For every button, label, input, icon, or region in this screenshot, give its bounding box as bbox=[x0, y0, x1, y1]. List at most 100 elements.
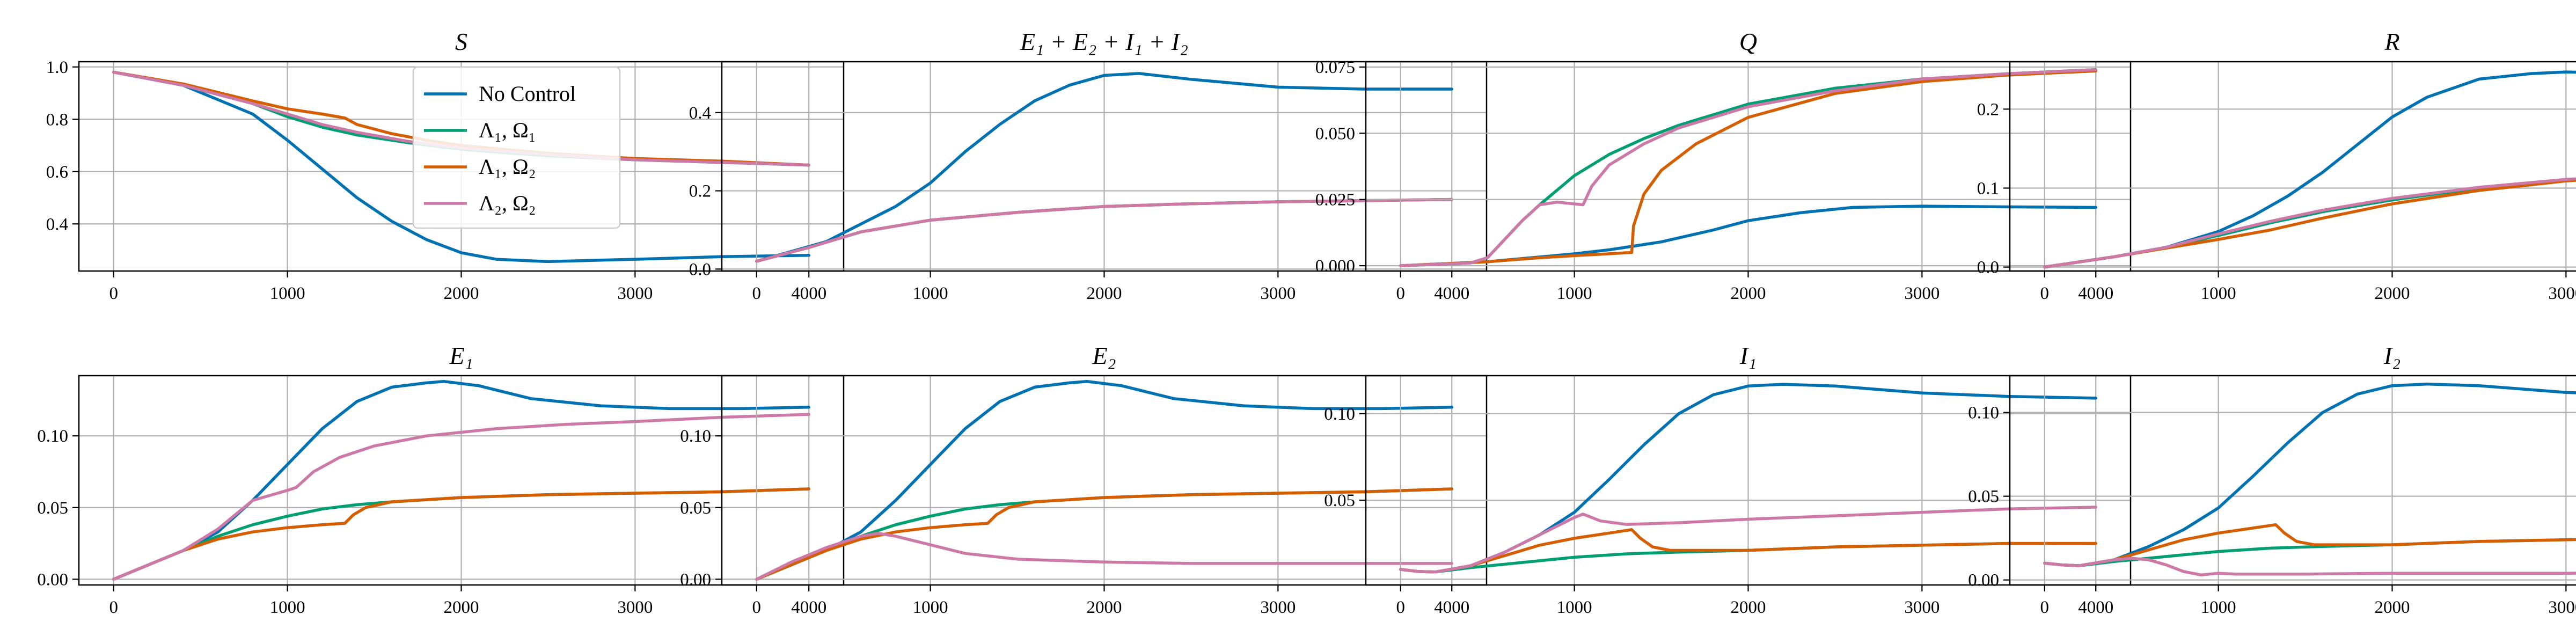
x-tick-label: 2000 bbox=[2375, 598, 2410, 617]
subplot-1: 0 1000 2000 3000 4000 0.4 0.6 0.8 1.0 S No Control… bbox=[46, 28, 845, 303]
x-tick-label: 0 bbox=[109, 284, 119, 303]
y-tick-label: 0.00 bbox=[37, 570, 68, 589]
y-tick-label: 0.075 bbox=[1315, 58, 1355, 77]
x-tick-label: 4000 bbox=[1434, 284, 1469, 303]
x-tick-label: 1000 bbox=[913, 284, 948, 303]
y-tick-label: 0.025 bbox=[1315, 191, 1355, 210]
y-tick-label: 0.05 bbox=[37, 499, 68, 518]
subplot-title: Q bbox=[1739, 28, 1757, 55]
legend-label: Λ₂, Ω₂ bbox=[479, 191, 536, 215]
x-tick-label: 4000 bbox=[791, 598, 826, 617]
y-tick-label: 0.2 bbox=[689, 182, 711, 201]
series-line-4 bbox=[1399, 68, 2097, 267]
series-line-3 bbox=[1399, 69, 2097, 267]
axes-frame bbox=[2009, 61, 2576, 272]
x-tick-label: 4000 bbox=[2078, 284, 2113, 303]
x-tick-label: 3000 bbox=[1260, 598, 1296, 617]
x-tick-label: 4000 bbox=[1434, 598, 1469, 617]
y-tick-label: 0.10 bbox=[680, 427, 711, 446]
subplot-4: 0 1000 2000 3000 4000 0.0 0.1 0.2 R bbox=[1977, 28, 2576, 303]
y-tick-label: 0.05 bbox=[1324, 491, 1355, 510]
axes-frame bbox=[78, 375, 845, 586]
series-line-1 bbox=[755, 72, 1453, 263]
series-line-1 bbox=[2043, 382, 2576, 567]
series-line-4 bbox=[755, 532, 1453, 581]
series-line-4 bbox=[112, 413, 810, 581]
x-tick-label: 2000 bbox=[444, 284, 479, 303]
y-tick-label: 0.0 bbox=[689, 260, 711, 279]
axes-frame bbox=[2009, 375, 2576, 586]
y-tick-label: 0.000 bbox=[1315, 257, 1355, 276]
subplot-title: E₂ bbox=[1092, 342, 1116, 369]
subplot-title: S bbox=[455, 28, 467, 55]
x-tick-label: 1000 bbox=[270, 598, 305, 617]
series-line-1 bbox=[755, 379, 1453, 581]
subplot-3: 0 1000 2000 3000 4000 0.000 0.025 0.050 0.075 Q bbox=[1315, 28, 2132, 303]
x-tick-label: 2000 bbox=[444, 598, 479, 617]
x-tick-label: 3000 bbox=[617, 284, 653, 303]
x-tick-label: 4000 bbox=[2078, 598, 2113, 617]
y-tick-label: 0.05 bbox=[1968, 487, 1999, 507]
series-line-1 bbox=[112, 70, 810, 264]
y-tick-label: 0.1 bbox=[1977, 179, 1999, 198]
axes-frame bbox=[78, 61, 845, 272]
y-tick-label: 1.0 bbox=[46, 58, 68, 77]
x-tick-label: 1000 bbox=[2201, 284, 2236, 303]
subplot-5: 0 1000 2000 3000 4000 0.00 0.05 0.10 E₁ bbox=[37, 342, 845, 617]
x-tick-label: 4000 bbox=[791, 284, 826, 303]
x-tick-label: 3000 bbox=[2548, 284, 2576, 303]
x-tick-label: 0 bbox=[752, 598, 762, 617]
y-tick-label: 0.0 bbox=[1977, 258, 1999, 277]
axes-frame bbox=[1365, 61, 2132, 272]
subplot-7: 0 1000 2000 3000 4000 0.05 0.10 I₁ bbox=[1324, 342, 2132, 617]
x-tick-label: 0 bbox=[1396, 598, 1406, 617]
x-tick-label: 0 bbox=[109, 598, 119, 617]
series-line-3 bbox=[755, 487, 1453, 581]
x-tick-label: 0 bbox=[1396, 284, 1406, 303]
subplot-title: R bbox=[2384, 28, 2399, 55]
subplot-title: I₁ bbox=[1739, 342, 1757, 369]
legend-label: No Control bbox=[479, 82, 576, 106]
y-tick-label: 0.6 bbox=[46, 163, 68, 182]
x-tick-label: 0 bbox=[2040, 598, 2050, 617]
subplot-2: 0 1000 2000 3000 4000 0.0 0.2 0.4 E₁ + E₂ + I₁ +… bbox=[689, 28, 1488, 303]
subplot-6: 0 1000 2000 3000 4000 0.00 0.05 0.10 E₂ bbox=[680, 342, 1488, 617]
axes-frame bbox=[721, 375, 1488, 586]
y-tick-label: 0.10 bbox=[37, 427, 68, 446]
x-tick-label: 3000 bbox=[1904, 284, 1940, 303]
x-tick-label: 1000 bbox=[1557, 598, 1592, 617]
x-tick-label: 2000 bbox=[1087, 284, 1122, 303]
legend-box bbox=[412, 66, 621, 229]
y-tick-label: 0.10 bbox=[1324, 405, 1355, 424]
y-tick-label: 0.4 bbox=[689, 104, 711, 123]
y-tick-label: 0.00 bbox=[1968, 571, 1999, 590]
axes-frame bbox=[1365, 375, 2132, 586]
subplot-title: E₁ + E₂ + I₁ + I₂ bbox=[1020, 28, 1188, 55]
series-line-3 bbox=[112, 487, 810, 581]
x-tick-label: 3000 bbox=[2548, 598, 2576, 617]
x-tick-label: 2000 bbox=[2375, 284, 2410, 303]
subplot-title: E₁ bbox=[449, 342, 473, 369]
y-tick-label: 0.2 bbox=[1977, 100, 1999, 119]
x-tick-label: 1000 bbox=[1557, 284, 1592, 303]
legend-label: Λ₁, Ω₁ bbox=[479, 118, 536, 142]
y-tick-label: 0.050 bbox=[1315, 124, 1355, 143]
series-line-4 bbox=[755, 197, 1453, 263]
series-line-1 bbox=[2043, 70, 2576, 269]
x-tick-label: 0 bbox=[2040, 284, 2050, 303]
y-tick-label: 0.4 bbox=[46, 215, 68, 234]
y-tick-label: 0.05 bbox=[680, 499, 711, 518]
x-tick-label: 2000 bbox=[1087, 598, 1122, 617]
x-tick-label: 1000 bbox=[2201, 598, 2236, 617]
series-line-4 bbox=[1399, 506, 2097, 574]
series-line-4 bbox=[112, 70, 810, 167]
x-tick-label: 2000 bbox=[1731, 284, 1766, 303]
subplot-8: 0 1000 2000 3000 4000 0.00 0.05 0.10 I₂ bbox=[1968, 342, 2576, 617]
series-line-4 bbox=[2043, 557, 2576, 577]
x-tick-label: 0 bbox=[752, 284, 762, 303]
x-tick-label: 3000 bbox=[617, 598, 653, 617]
x-tick-label: 3000 bbox=[1904, 598, 1940, 617]
y-tick-label: 0.00 bbox=[680, 570, 711, 589]
x-tick-label: 1000 bbox=[913, 598, 948, 617]
